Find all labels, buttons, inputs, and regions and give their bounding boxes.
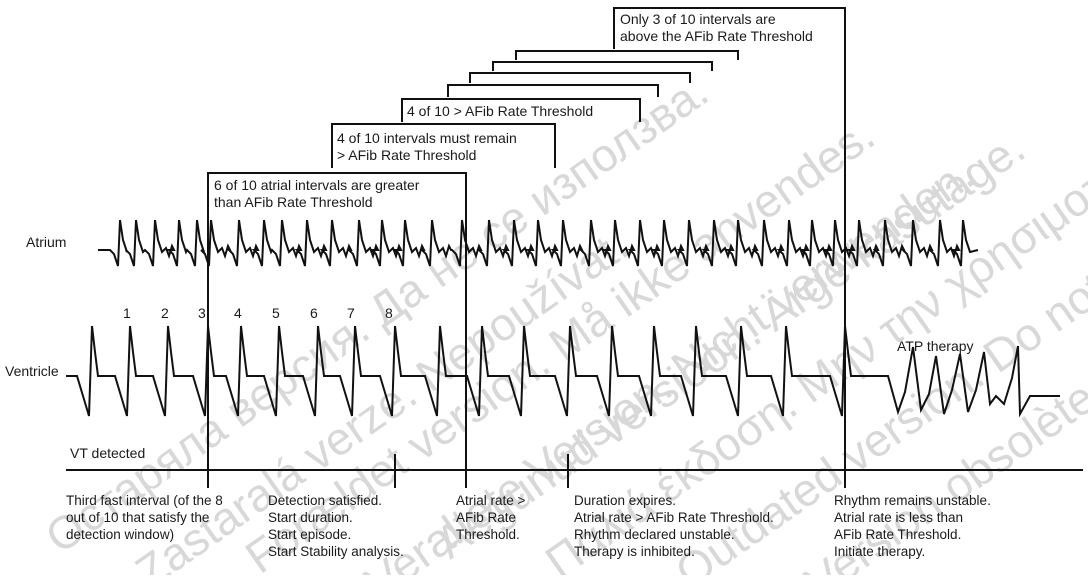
annotation-atrial-rate: Atrial rate > AFib Rate Threshold. [456,493,526,542]
beat-number: 7 [347,305,355,321]
annotation-line: Start duration. [268,510,353,525]
bracket-stack-3 [492,61,713,71]
annotation-line: Atrial rate > AFib Rate Threshold. [574,510,774,525]
annotation-duration-expires: Duration expires. Atrial rate > AFib Rat… [574,493,774,559]
bracket-6-of-10 [207,172,467,470]
bracket-group [207,7,846,470]
annotation-line: Atrial rate > [456,493,526,508]
bracket-stack-1 [447,84,659,97]
atrial-trace [98,219,979,267]
bracket-stack-2 [469,72,691,83]
annotation-third-interval: Third fast interval (of the 8 out of 10 … [66,493,223,542]
annotation-line: Rhythm remains unstable. [834,493,991,508]
ventricle-trace [66,325,1060,418]
annotation-line: Threshold. [456,527,520,542]
bracket-label-4-of-10: 4 of 10 > AFib Rate Threshold [407,103,593,119]
annotation-line: Detection satisfied. [268,493,382,508]
annotation-line: Third fast interval (of the 8 [66,493,223,508]
atrium-label: Atrium [26,234,66,250]
beat-number: 2 [161,305,169,321]
bracket-4-of-10-remain [331,123,556,168]
bracket-4-of-10 [401,98,641,122]
bracket-only-3-of-10 [613,7,846,470]
annotation-line: Rhythm declared unstable. [574,527,735,542]
annotation-line: Therapy is inhibited. [574,544,695,559]
bracket-label-6-of-10-line1: 6 of 10 atrial intervals are greater [214,177,420,193]
bracket-label-6-of-10-line2: than AFib Rate Threshold [214,194,373,210]
annotation-line: Start episode. [268,527,351,542]
annotation-line: detection window) [66,527,174,542]
beat-number: 6 [310,305,318,321]
annotation-line: Initiate therapy. [834,544,925,559]
annotation-line: AFib Rate Threshold. [834,527,961,542]
beat-number: 8 [385,305,393,321]
bracket-label-only-3-line1: Only 3 of 10 intervals are [620,11,776,27]
annotation-line: Duration expires. [574,493,676,508]
annotation-line: Atrial rate is less than [834,510,963,525]
atp-therapy-label: ATP therapy [897,338,974,354]
beat-number: 5 [272,305,280,321]
bracket-stack-4 [515,50,739,60]
beat-number: 4 [234,305,242,321]
beat-number: 1 [123,305,131,321]
bracket-label-4-of-10-remain-line1: 4 of 10 intervals must remain [337,130,517,146]
annotation-line: out of 10 that satisfy the [66,510,209,525]
annotation-line: Start Stability analysis. [268,544,404,559]
bracket-label-4-of-10-remain-line2: > AFib Rate Threshold [337,147,476,163]
beat-number-group: 1 2 3 4 5 6 7 8 [123,305,393,321]
bracket-label-only-3-line2: above the AFib Rate Threshold [620,28,813,44]
beat-number: 3 [198,305,206,321]
annotation-detection: Detection satisfied. Start duration. Sta… [268,493,404,559]
annotation-initiate-therapy: Rhythm remains unstable. Atrial rate is … [834,493,991,559]
vt-detected-label: VT detected [70,445,145,461]
ventricle-label: Ventricle [5,363,59,379]
annotation-line: AFib Rate [456,510,516,525]
